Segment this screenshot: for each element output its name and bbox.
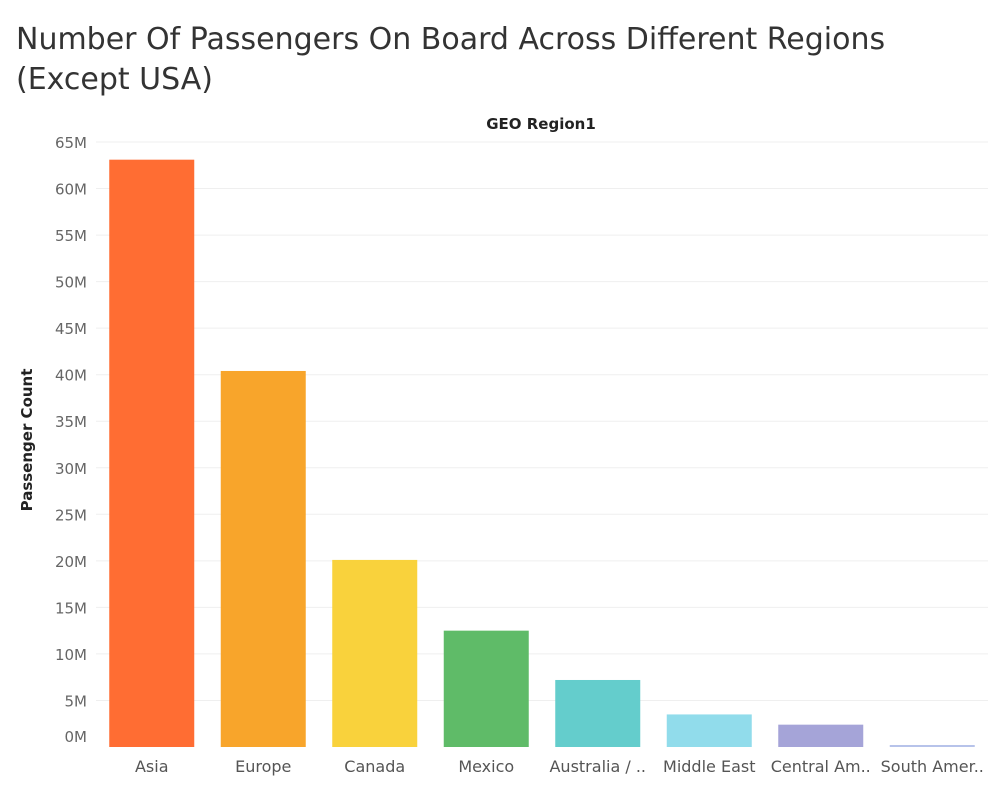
y-axis-title: Passenger Count [18,369,36,512]
y-tick-label: 65M [55,134,87,152]
bar-middle-east[interactable] [666,714,752,747]
bar-australia[interactable] [555,679,641,747]
x-tick-label: South Amer.. [881,757,984,776]
x-tick-label: Central Am.. [771,757,871,776]
x-tick-label: Europe [235,757,291,776]
bar-asia[interactable] [109,159,195,747]
y-tick-label: 15M [55,599,87,617]
y-tick-label: 5M [65,692,88,710]
y-axis-ticks: 0M 5M 10M 15M 20M 25M 30M 35M 40M 45M 50M 55M 60M 65M [55,134,87,746]
bar-south-amer[interactable] [889,745,975,747]
bar-mexico[interactable] [443,630,529,747]
y-tick-label: 55M [55,227,87,245]
x-tick-label: Australia / .. [549,757,646,776]
y-tick-label: 25M [55,506,87,524]
y-tick-label: 60M [55,181,87,199]
x-tick-label: Asia [135,757,169,776]
y-tick-label: 40M [55,367,87,385]
x-tick-label: Canada [344,757,405,776]
y-tick-label: 10M [55,646,87,664]
chart-title: Number Of Passengers On Board Across Dif… [16,22,886,97]
y-tick-label: 35M [55,413,87,431]
y-tick-label: 30M [55,460,87,478]
x-tick-label: Mexico [458,757,514,776]
y-tick-label: 45M [55,320,87,338]
x-axis-labels: Asia Europe Canada Mexico Australia / .. Midd… [135,757,984,776]
bar-europe[interactable] [220,370,306,747]
y-tick-label: 50M [55,274,87,292]
bar-central-am[interactable] [778,724,864,747]
bars [109,159,975,747]
bar-canada[interactable] [332,559,418,747]
x-tick-label: Middle East [663,757,755,776]
y-tick-label: 0M [65,728,88,746]
y-tick-label: 20M [55,553,87,571]
column-header: GEO Region1 [486,115,596,133]
